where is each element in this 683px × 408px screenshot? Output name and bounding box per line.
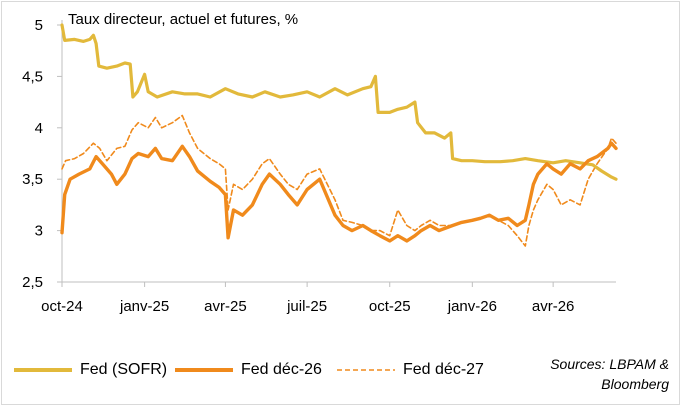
x-tick-label: janv-26 bbox=[447, 298, 497, 315]
source-line-1: Sources: LBPAM & bbox=[550, 356, 669, 372]
series-line-fed-d-c-27 bbox=[61, 114, 617, 247]
series-line-fed-sofr- bbox=[60, 23, 618, 181]
legend-label-dec26: Fed déc-26 bbox=[241, 361, 322, 378]
legend-swatch-dec27 bbox=[337, 369, 395, 371]
x-tick-label: oct-24 bbox=[41, 298, 83, 315]
series-layer bbox=[60, 23, 618, 247]
legend-item-sofr: Fed (SOFR) bbox=[14, 361, 167, 379]
source-line-2: Bloomberg bbox=[601, 376, 669, 392]
y-tick-label: 3 bbox=[35, 223, 43, 240]
x-tick-label: juil-25 bbox=[286, 298, 327, 315]
chart-title: Taux directeur, actuel et futures, % bbox=[68, 11, 298, 28]
x-tick-label: janv-25 bbox=[119, 298, 169, 315]
legend-label-dec27: Fed déc-27 bbox=[403, 361, 484, 378]
x-tick-label: oct-25 bbox=[369, 298, 411, 315]
y-tick-label: 5 bbox=[35, 17, 43, 34]
legend-item-dec26: Fed déc-26 bbox=[175, 361, 322, 379]
line-chart: 2,533,544,55 oct-24 janv-25 avr-25 juil-25 o… bbox=[22, 11, 618, 315]
y-tick-label: 4 bbox=[35, 120, 43, 137]
y-axis: 2,5 3 3,5 4 4,5 5 bbox=[22, 17, 63, 291]
x-tick-label: avr-25 bbox=[204, 298, 247, 315]
legend-item-dec27: Fed déc-27 bbox=[337, 361, 484, 379]
legend-swatch-sofr bbox=[14, 368, 72, 372]
x-axis: oct-24 janv-25 avr-25 juil-25 oct-25 janv-26 a… bbox=[41, 281, 616, 315]
legend-swatch-dec26 bbox=[175, 368, 233, 372]
y-tick-label: 2,5 bbox=[22, 274, 43, 291]
y-tick-label: 3,5 bbox=[22, 171, 43, 188]
source-note: Sources: LBPAM & Bloomberg bbox=[499, 354, 669, 394]
x-tick-label: avr-26 bbox=[532, 298, 575, 315]
legend-label-sofr: Fed (SOFR) bbox=[80, 361, 168, 378]
y-tick-label: 4,5 bbox=[22, 68, 43, 85]
series-line-fed-d-c-26 bbox=[60, 141, 618, 243]
